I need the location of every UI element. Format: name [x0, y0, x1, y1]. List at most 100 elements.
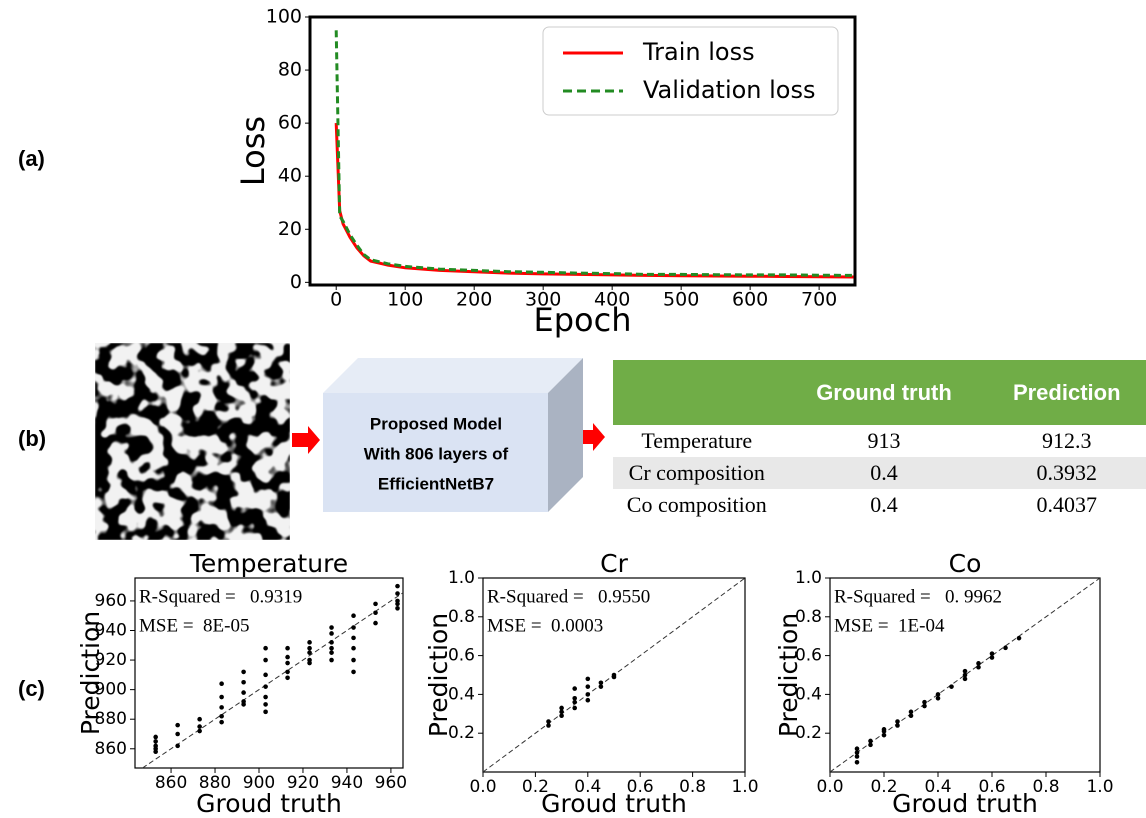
- y-tick-label: 80: [278, 59, 302, 81]
- point: [395, 584, 400, 589]
- point: [572, 696, 577, 701]
- panel-label: (c): [18, 676, 45, 701]
- y-tick-label: 60: [278, 112, 302, 134]
- point: [599, 680, 604, 685]
- y-axis-label: Loss: [234, 116, 272, 186]
- point: [197, 724, 202, 729]
- cell: Temperature: [613, 425, 781, 457]
- point: [175, 744, 180, 749]
- point: [922, 700, 927, 705]
- legend-label: Train loss: [642, 38, 755, 66]
- x-tick-label: 0.0: [816, 777, 843, 797]
- point: [329, 640, 334, 645]
- point: [329, 658, 334, 663]
- point: [219, 681, 224, 686]
- point: [373, 602, 378, 607]
- point: [395, 602, 400, 607]
- point: [868, 739, 873, 744]
- point: [351, 670, 356, 675]
- annotation: R-Squared = 0.9550: [487, 586, 650, 607]
- cell: 0.4: [781, 489, 988, 521]
- point: [855, 760, 860, 765]
- point: [285, 670, 290, 675]
- x-tick-label: 200: [456, 289, 492, 311]
- box-text: EfficientNetB7: [378, 474, 494, 493]
- point: [197, 717, 202, 722]
- point: [395, 606, 400, 611]
- y-tick-label: 960: [95, 591, 127, 611]
- panel-label: (b): [18, 426, 46, 451]
- cell: Co composition: [613, 489, 781, 521]
- cell: 912.3: [987, 425, 1146, 457]
- point: [586, 684, 591, 689]
- point: [329, 646, 334, 651]
- point: [285, 646, 290, 651]
- point: [307, 646, 312, 651]
- y-tick-label: 40: [278, 165, 302, 187]
- point: [219, 695, 224, 700]
- x-tick-label: 700: [801, 289, 837, 311]
- point: [263, 658, 268, 663]
- point: [241, 670, 246, 675]
- point: [307, 661, 312, 666]
- box-text: Proposed Model: [370, 414, 502, 433]
- point: [263, 646, 268, 651]
- x-tick-label: 960: [375, 773, 407, 793]
- microstructure-image: [95, 343, 290, 540]
- point: [175, 723, 180, 728]
- point: [263, 702, 268, 707]
- chart-title: Temperature: [189, 549, 348, 578]
- page: (a) (b) (c) Proposed Model With 806 laye…: [0, 0, 1146, 818]
- point: [241, 702, 246, 707]
- point: [351, 636, 356, 641]
- cell: 0.4: [781, 457, 988, 489]
- point: [586, 692, 591, 697]
- point: [351, 658, 356, 663]
- chart-title: Cr: [600, 549, 628, 578]
- point: [329, 650, 334, 655]
- point: [285, 661, 290, 666]
- point: [882, 727, 887, 732]
- point: [241, 690, 246, 695]
- point: [586, 677, 591, 682]
- arrow: [292, 426, 320, 454]
- point: [263, 695, 268, 700]
- point: [329, 631, 334, 636]
- annotation: R-Squared = 0. 9962: [834, 586, 1002, 607]
- point: [976, 661, 981, 666]
- annotation: MSE = 1E-04: [834, 615, 945, 636]
- x-tick-label: 600: [732, 289, 768, 311]
- cell: Cr composition: [613, 457, 781, 489]
- y-tick-label: 100: [266, 6, 302, 28]
- point: [1003, 646, 1008, 651]
- header-cell: Ground truth: [781, 360, 988, 425]
- x-tick-label: 0.0: [469, 777, 496, 797]
- point: [153, 749, 158, 754]
- loss-line: [336, 123, 853, 277]
- point: [219, 720, 224, 725]
- point: [936, 692, 941, 697]
- point: [153, 739, 158, 744]
- point: [307, 650, 312, 655]
- point: [990, 651, 995, 656]
- point: [373, 621, 378, 626]
- x-tick-label: 500: [663, 289, 699, 311]
- y-tick-label: 0: [290, 271, 302, 293]
- x-tick-label: 0: [330, 289, 342, 311]
- y-axis-label: Prediction: [76, 611, 105, 735]
- header-cell: Prediction: [987, 360, 1146, 425]
- x-axis-label: Groud truth: [541, 789, 687, 818]
- x-tick-label: 1.0: [1086, 777, 1113, 797]
- point: [285, 655, 290, 660]
- y-tick-label: 20: [278, 218, 302, 240]
- cell: 913: [781, 425, 988, 457]
- point: [612, 673, 617, 678]
- header-row: Ground truth Prediction: [613, 360, 1146, 425]
- x-axis-label: Epoch: [534, 301, 632, 339]
- point: [263, 684, 268, 689]
- point: [559, 706, 564, 711]
- point: [263, 673, 268, 678]
